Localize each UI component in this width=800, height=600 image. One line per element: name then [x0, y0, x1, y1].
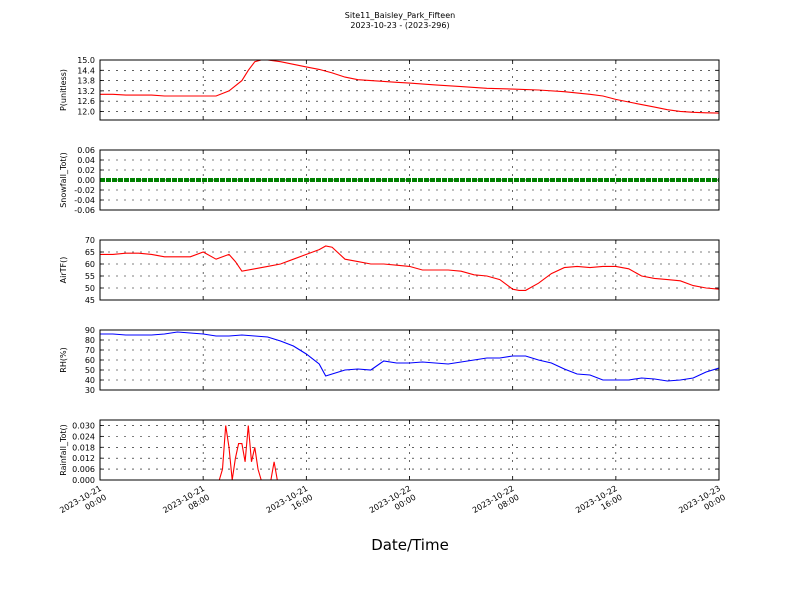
x-tick-label: 2023-10-2300:00 — [677, 484, 727, 524]
y-tick-label: -0.06 — [74, 206, 95, 215]
axes-frame — [99, 419, 720, 481]
y-tick-label: 15.0 — [77, 56, 95, 65]
y-tick-label: 65 — [85, 248, 95, 257]
y-tick-label: 0.012 — [72, 454, 95, 463]
y-axis-label: RH(%) — [59, 347, 68, 372]
y-tick-label: 14.4 — [77, 66, 95, 75]
y-tick-label: 60 — [85, 260, 95, 269]
y-tick-label: 70 — [85, 236, 95, 245]
y-tick-label: 0.018 — [72, 443, 95, 452]
series-line — [100, 425, 719, 480]
y-tick-label: 0.030 — [72, 421, 95, 430]
axes-frame — [99, 239, 720, 301]
y-tick-label: 90 — [85, 326, 95, 335]
panel-5: 0.030 0.024 0.018 0.012 0.006 0.000 Rainfall_T… — [59, 419, 720, 485]
panel-2: 0.060.040.020.00-0.02-0.04-0.06 Snowfall_… — [59, 146, 720, 215]
y-tick-label: 0.02 — [77, 166, 95, 175]
x-tick-label: 2023-10-2208:00 — [471, 484, 521, 524]
y-tick-label: 0.06 — [77, 146, 95, 155]
x-tick-labels: 2023-10-2100:00 2023-10-2108:00 2023-10-21… — [58, 484, 727, 524]
y-tick-label: 70 — [85, 346, 95, 355]
axes-frame — [99, 329, 720, 391]
y-tick-label: 55 — [85, 272, 95, 281]
series-line — [100, 245, 719, 291]
subplots: 15.014.413.813.212.612.0P(unitless)0.060… — [58, 56, 727, 524]
y-axis-label: Snowfall_Tot() — [59, 152, 68, 208]
y-tick-label: 50 — [85, 284, 95, 293]
panel-1: 15.014.4 13.813.212.612.0 P(unitless) — [59, 56, 720, 121]
y-axis-label: P(unitless) — [59, 69, 68, 111]
y-tick-label: 0.024 — [72, 432, 95, 441]
y-tick-label: 0.000 — [72, 476, 95, 485]
x-tick-label: 2023-10-2116:00 — [265, 484, 315, 524]
x-tick-label: 2023-10-2108:00 — [161, 484, 211, 524]
y-tick-label: 30 — [85, 386, 95, 395]
y-tick-label: 60 — [85, 356, 95, 365]
panel-3: 70 65 60 55 50 45 AirTF() — [59, 236, 720, 305]
y-axis-label: AirTF() — [59, 257, 68, 284]
axes-frame — [99, 149, 720, 211]
y-tick-label: 0.00 — [77, 176, 95, 185]
figure-title: Site11_Baisley_Park_Fifteen — [345, 11, 455, 20]
series-line — [100, 331, 719, 382]
y-tick-label: 0.006 — [72, 465, 95, 474]
y-tick-label: 12.0 — [77, 107, 95, 116]
x-tick-label: 2023-10-2100:00 — [58, 484, 108, 524]
y-tick-label: 12.6 — [77, 97, 95, 106]
y-tick-label: -0.02 — [74, 186, 95, 195]
x-axis-label: Date/Time — [371, 536, 449, 554]
y-tick-label: 80 — [85, 336, 95, 345]
y-tick-label: 13.2 — [77, 87, 95, 96]
x-tick-label: 2023-10-2200:00 — [368, 484, 418, 524]
figure-subtitle: 2023-10-23 - (2023-296) — [350, 21, 449, 30]
axes-frame — [99, 59, 720, 121]
y-tick-label: 45 — [85, 296, 95, 305]
y-tick-label: 13.8 — [77, 77, 95, 86]
y-tick-label: 40 — [85, 376, 95, 385]
y-tick-label: 50 — [85, 366, 95, 375]
y-tick-label: -0.04 — [74, 196, 95, 205]
y-axis-label: Rainfall_Tot() — [59, 424, 68, 476]
x-tick-label: 2023-10-2216:00 — [574, 484, 624, 524]
series-line — [100, 60, 719, 114]
y-tick-label: 0.04 — [77, 156, 95, 165]
